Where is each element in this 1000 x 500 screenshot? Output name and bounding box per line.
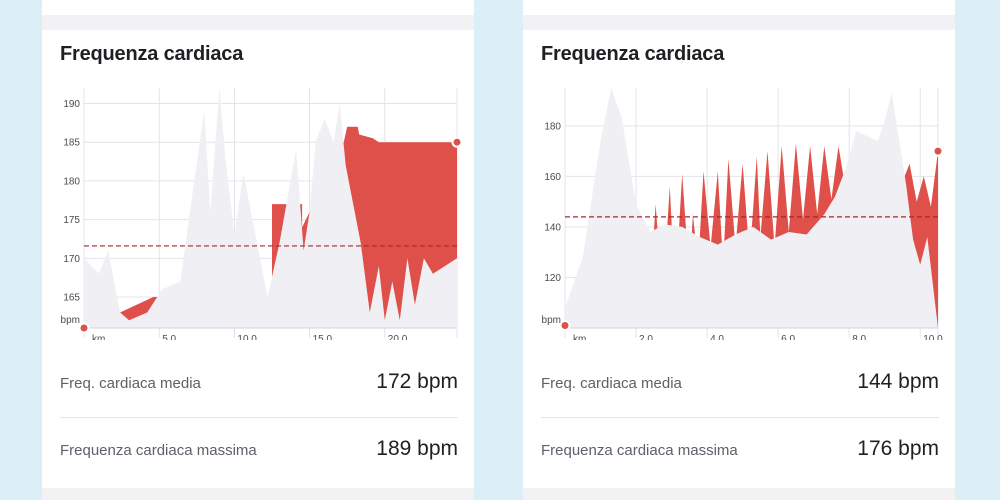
- y-tick-label: 170: [63, 254, 80, 265]
- stat-row-average: Freq. cardiaca media 144 bpm: [541, 351, 939, 415]
- heart-rate-card: Frequenza cardiaca 120 140 160 180 2,0 4,0 6,0…: [523, 30, 955, 488]
- x-tick-label: 10,0: [923, 334, 943, 340]
- end-marker: [932, 145, 944, 157]
- x-tick-label: 8,0: [852, 334, 866, 340]
- average-hr-value: 172 bpm: [376, 370, 458, 393]
- phone-screen-right: Frequenza cardiaca 120 140 160 180 2,0 4,0 6,0…: [523, 0, 955, 500]
- x-tick-label: 20,0: [388, 334, 408, 340]
- start-marker: [559, 319, 571, 331]
- card-previous: [42, 0, 474, 15]
- x-tick-label: 10,0: [237, 334, 257, 340]
- card-title: Frequenza cardiaca: [60, 43, 244, 65]
- x-tick-label: 4,0: [710, 334, 724, 340]
- max-hr-value: 176 bpm: [857, 437, 939, 460]
- phone-screen-left: Frequenza cardiaca 165 170 175 180 185 190 5,0…: [42, 0, 474, 500]
- max-hr-label: Frequenza cardiaca massima: [541, 442, 738, 459]
- x-tick-label: 6,0: [781, 334, 795, 340]
- y-tick-label: 120: [544, 273, 561, 284]
- y-tick-label: 190: [63, 99, 80, 110]
- y-tick-label: 165: [63, 293, 80, 304]
- card-previous: [523, 0, 955, 15]
- y-axis-unit-label: bpm: [542, 315, 561, 326]
- y-tick-label: 180: [544, 121, 561, 132]
- max-hr-label: Frequenza cardiaca massima: [60, 442, 257, 459]
- x-axis-unit-label: km: [92, 334, 105, 340]
- x-tick-label: 15,0: [313, 334, 333, 340]
- y-tick-label: 160: [544, 172, 561, 183]
- stat-row-maximum: Frequenza cardiaca massima 189 bpm: [60, 417, 458, 482]
- average-hr-label: Freq. cardiaca media: [60, 375, 201, 392]
- average-hr-label: Freq. cardiaca media: [541, 375, 682, 392]
- start-marker: [78, 322, 90, 334]
- x-tick-label: 5,0: [162, 334, 176, 340]
- end-marker: [451, 136, 463, 148]
- average-hr-value: 144 bpm: [857, 370, 939, 393]
- stat-row-average: Freq. cardiaca media 172 bpm: [60, 351, 458, 415]
- shadow-area: [84, 88, 457, 328]
- x-tick-label: 2,0: [639, 334, 653, 340]
- heart-rate-chart[interactable]: 120 140 160 180 2,0 4,0 6,0 8,0 10,0 bpm km: [523, 78, 955, 340]
- card-title: Frequenza cardiaca: [541, 43, 725, 65]
- shadow-area: [565, 88, 938, 328]
- y-tick-label: 185: [63, 138, 80, 149]
- stat-row-maximum: Frequenza cardiaca massima 176 bpm: [541, 417, 939, 482]
- y-tick-label: 140: [544, 222, 561, 233]
- y-axis-unit-label: bpm: [61, 315, 80, 326]
- y-tick-label: 175: [63, 215, 80, 226]
- y-tick-label: 180: [63, 176, 80, 187]
- x-axis-unit-label: km: [573, 334, 586, 340]
- heart-rate-chart[interactable]: 165 170 175 180 185 190 5,0 10,0 15,0 20,0 bpm km: [42, 78, 474, 340]
- max-hr-value: 189 bpm: [376, 437, 458, 460]
- heart-rate-card: Frequenza cardiaca 165 170 175 180 185 190 5,0…: [42, 30, 474, 488]
